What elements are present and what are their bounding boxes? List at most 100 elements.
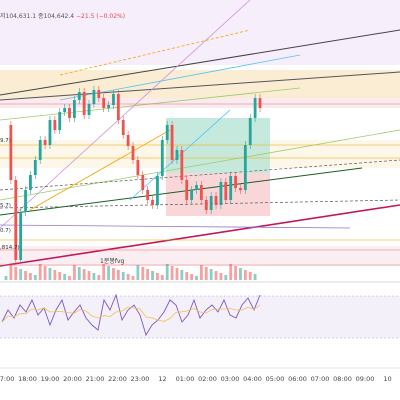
- volume-bar: [253, 274, 257, 280]
- candle-body: [229, 176, 233, 200]
- volume-bar: [156, 273, 159, 280]
- candle-body: [195, 185, 198, 190]
- volume-bar: [72, 265, 76, 280]
- candle-body: [9, 125, 13, 180]
- time-label: 06:00: [288, 375, 307, 383]
- candle-body: [77, 92, 81, 100]
- time-label: 22:00: [108, 375, 127, 383]
- candle-body: [102, 98, 106, 108]
- time-label: 12: [158, 375, 167, 383]
- volume-bar: [33, 275, 37, 280]
- candle-body: [121, 120, 125, 135]
- volume-bar: [116, 270, 120, 280]
- candle-body: [48, 120, 52, 145]
- volume-bar: [102, 264, 106, 280]
- volume-bar: [160, 275, 164, 280]
- volume-bar: [82, 269, 86, 280]
- volume-bar: [29, 273, 32, 280]
- volume-bar: [209, 269, 213, 280]
- candle-body: [97, 90, 101, 98]
- time-label: 04:00: [243, 375, 262, 383]
- volume-bar: [165, 264, 169, 280]
- volume-bar: [112, 268, 115, 280]
- volume-bar: [4, 276, 8, 280]
- time-label: 02:00: [198, 375, 217, 383]
- volume-bar: [14, 267, 18, 280]
- low-value: 104,631.1: [5, 13, 37, 20]
- volume-bar: [180, 270, 184, 280]
- volume-bar: [185, 272, 189, 280]
- candle-body: [224, 182, 228, 200]
- candle-body: [63, 108, 67, 112]
- candle-body: [239, 188, 242, 190]
- candle-body: [204, 200, 208, 210]
- candle-body: [146, 190, 150, 200]
- candle-body: [72, 100, 76, 118]
- candle-body: [24, 190, 27, 212]
- green-zone: [166, 118, 270, 173]
- time-label: 10: [383, 375, 392, 383]
- volume-bar: [248, 272, 252, 280]
- volume-bar: [239, 268, 242, 280]
- time-label: 18:00: [18, 375, 37, 383]
- low-prefix: 저: [0, 13, 6, 20]
- time-label: 17:00: [0, 375, 15, 383]
- candle-body: [112, 94, 115, 105]
- time-label: 21:00: [85, 375, 105, 383]
- volume-bar: [77, 267, 81, 280]
- volume-bar: [97, 275, 101, 280]
- candle-body: [131, 146, 135, 160]
- candle-body: [248, 118, 252, 145]
- volume-bar: [195, 276, 198, 280]
- candle-body: [175, 150, 179, 160]
- time-label: 05:00: [265, 375, 285, 383]
- candles: [9, 86, 262, 264]
- volume-bar: [151, 271, 154, 280]
- time-label: 19:00: [40, 375, 60, 383]
- candle-body: [33, 160, 37, 175]
- candle-body: [136, 160, 140, 175]
- volume-bars: [4, 264, 257, 280]
- volume-bar: [92, 273, 96, 280]
- volume-bar: [243, 270, 247, 280]
- candle-body: [170, 125, 174, 160]
- bottom-band: [0, 246, 400, 266]
- volume-bar: [199, 265, 203, 280]
- volume-bar: [121, 272, 125, 280]
- close-value: 104,642.4: [43, 13, 75, 20]
- volume-bar: [131, 276, 135, 280]
- volume-bar: [126, 274, 130, 280]
- time-label: 20:00: [63, 375, 82, 383]
- red-zone: [166, 173, 270, 216]
- candle-body: [165, 125, 169, 140]
- candle-body: [258, 98, 262, 108]
- volume-bar: [204, 267, 208, 280]
- volume-bar: [87, 271, 91, 280]
- time-label: 07:00: [310, 375, 330, 383]
- volume-bar: [48, 268, 52, 280]
- volume-bar: [219, 273, 223, 280]
- candle-body: [214, 196, 218, 205]
- volume-bar: [214, 271, 218, 280]
- candle-body: [126, 135, 130, 146]
- time-label: 08:00: [333, 375, 352, 383]
- volume-bar: [38, 264, 42, 280]
- candle-body: [253, 98, 257, 118]
- volume-bar: [58, 272, 62, 280]
- time-label: 09:00: [355, 375, 375, 383]
- candle-body: [219, 182, 223, 205]
- candle-body: [141, 175, 145, 190]
- candle-body: [160, 140, 164, 176]
- candle-body: [82, 92, 86, 115]
- candle-body: [14, 180, 18, 260]
- candle-body: [180, 150, 184, 180]
- rsi-ma-line: [1, 304, 261, 323]
- volume-bar: [234, 266, 237, 280]
- candle-body: [209, 196, 213, 210]
- candle-body: [185, 180, 189, 200]
- volume-bar: [170, 266, 174, 280]
- volume-bar: [53, 270, 57, 280]
- volume-bar: [43, 266, 47, 280]
- close-label: 종: [38, 13, 44, 20]
